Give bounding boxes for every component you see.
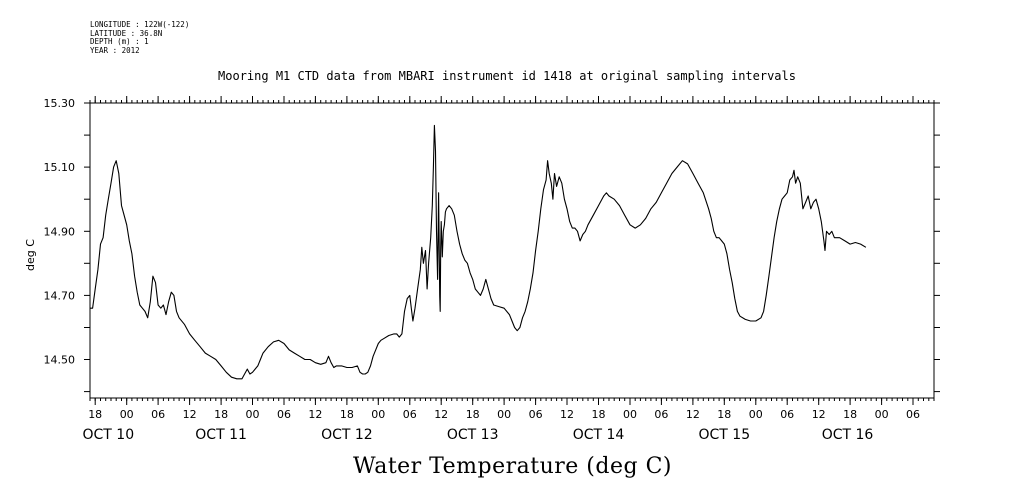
- x-day-label: OCT 13: [447, 427, 499, 443]
- x-tick-label: 06: [906, 408, 920, 421]
- x-day-label: OCT 10: [82, 427, 134, 443]
- meta-depth: DEPTH (m) : 1: [90, 37, 149, 47]
- y-tick-label: 14.50: [44, 354, 76, 367]
- x-tick-label: 12: [560, 408, 574, 421]
- y-tick-label: 14.90: [44, 225, 76, 238]
- x-day-label: OCT 12: [321, 427, 373, 443]
- x-tick-label: 06: [654, 408, 668, 421]
- x-tick-label: 18: [843, 408, 857, 421]
- y-axis-label: deg C: [24, 239, 37, 271]
- y-tick-label: 15.10: [44, 161, 76, 174]
- tick-labels-group: 18 00 06 12 18 00 06 12 18 00 06 12 18 00 06 12 18 00 06 12…: [44, 97, 921, 443]
- temperature-series-line: [90, 124, 867, 380]
- x-tick-label: 18: [466, 408, 480, 421]
- x-tick-label: 12: [812, 408, 826, 421]
- x-tick-label: 12: [183, 408, 197, 421]
- meta-latitude: LATITUDE : 36.8N: [90, 28, 163, 38]
- x-tick-label: 18: [214, 408, 228, 421]
- x-tick-label: 12: [686, 408, 700, 421]
- x-tick-label: 00: [749, 408, 763, 421]
- x-tick-label: 00: [497, 408, 511, 421]
- x-tick-label: 00: [120, 408, 134, 421]
- x-axis-title: Water Temperature (deg C): [353, 454, 672, 479]
- x-tick-label: 06: [277, 408, 291, 421]
- x-tick-label: 12: [434, 408, 448, 421]
- meta-longitude: LONGITUDE : 122W(-122): [90, 20, 190, 29]
- axes-group: [89, 102, 935, 399]
- x-day-label: OCT 15: [698, 427, 750, 443]
- series-group: [90, 124, 867, 380]
- x-tick-label: 18: [717, 408, 731, 421]
- x-day-label: OCT 16: [822, 427, 874, 443]
- x-tick-label: 18: [88, 408, 102, 421]
- x-tick-label: 06: [403, 408, 417, 421]
- meta-year: YEAR : 2012: [90, 45, 140, 55]
- x-tick-label: 00: [371, 408, 385, 421]
- x-day-label: OCT 14: [573, 427, 625, 443]
- x-tick-label: 06: [151, 408, 165, 421]
- plot-frame: [89, 102, 935, 399]
- x-tick-label: 18: [340, 408, 354, 421]
- y-tick-label: 14.70: [44, 289, 76, 302]
- x-tick-label: 00: [875, 408, 889, 421]
- x-tick-label: 00: [623, 408, 637, 421]
- metadata-block: LONGITUDE : 122W(-122) LATITUDE : 36.8N …: [90, 20, 190, 55]
- y-tick-label: 15.30: [44, 97, 76, 110]
- x-tick-label: 06: [780, 408, 794, 421]
- x-tick-label: 00: [246, 408, 260, 421]
- x-tick-label: 06: [529, 408, 543, 421]
- x-tick-label: 12: [308, 408, 322, 421]
- x-day-label: OCT 11: [195, 427, 247, 443]
- ticks-group: [84, 96, 940, 405]
- chart-title: Mooring M1 CTD data from MBARI instrumen…: [218, 69, 796, 83]
- x-tick-label: 18: [592, 408, 606, 421]
